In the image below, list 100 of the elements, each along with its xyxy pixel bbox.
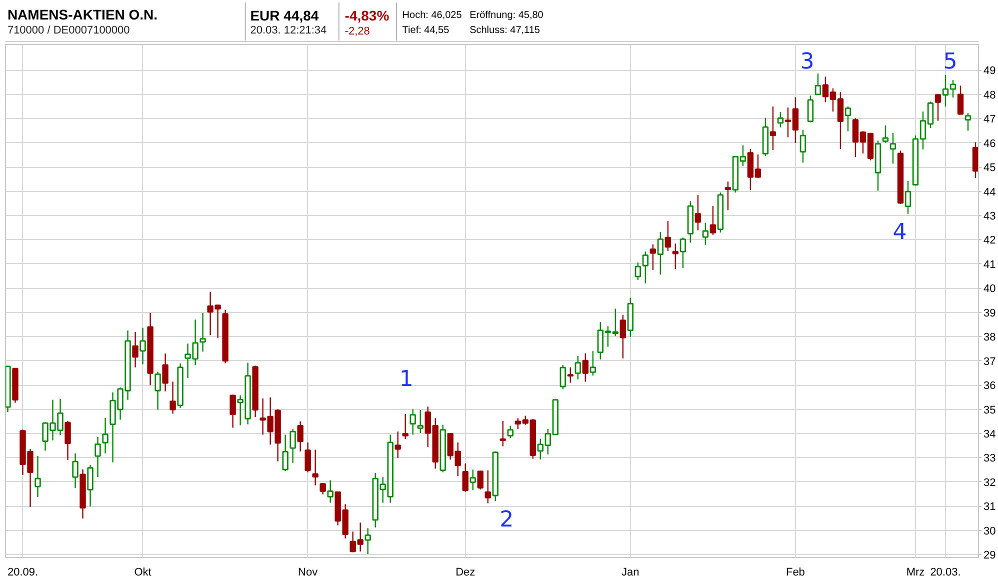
x-tick-label: 20.03. — [930, 566, 961, 578]
candlestick — [320, 482, 326, 495]
x-tick-label: Feb — [786, 566, 805, 578]
candlestick — [694, 194, 702, 231]
candlestick — [484, 470, 491, 504]
candlestick — [590, 350, 596, 376]
candlestick — [200, 312, 206, 352]
candlestick — [672, 242, 679, 270]
candlestick — [650, 244, 656, 271]
candlestick — [807, 95, 814, 123]
candlestick — [87, 464, 94, 507]
text: Tief: 44,55 — [402, 25, 450, 36]
candlestick — [957, 85, 964, 116]
x-tick-label: Dez — [456, 566, 476, 578]
y-tick-label: 35 — [984, 404, 996, 416]
text: Hoch: 46,025 — [402, 10, 462, 21]
candlestick — [282, 434, 288, 472]
candlestick — [162, 352, 168, 392]
y-tick-label: 29 — [984, 550, 996, 562]
candlestick — [710, 205, 716, 236]
candlestick — [34, 455, 41, 498]
candlestick — [724, 180, 732, 211]
annotation: 2 — [500, 508, 514, 532]
x-tick-label: 20.09. — [7, 566, 38, 578]
text: -4,83% — [344, 8, 390, 24]
candlestick — [507, 425, 514, 439]
y-tick-label: 46 — [984, 138, 996, 150]
x-tick-label: Okt — [134, 566, 152, 578]
candlestick — [882, 124, 889, 144]
candlestick — [642, 250, 649, 284]
y-tick-label: 47 — [984, 114, 996, 126]
text: Schluss: 47,115 — [470, 25, 540, 36]
y-tick-label: 33 — [984, 452, 996, 465]
candlestick — [972, 142, 978, 179]
annotation: 3 — [800, 49, 814, 74]
x-tick-label: Jan — [622, 566, 640, 578]
candlestick — [290, 428, 296, 464]
chart-title: NAMENS-AKTIEN O.N. — [7, 6, 158, 22]
y-tick-label: 38 — [984, 332, 996, 344]
candlestick — [582, 352, 588, 382]
candlestick — [304, 442, 311, 473]
candlestick — [844, 106, 852, 132]
y-tick-label: 43 — [984, 210, 996, 222]
x-tick-label: Mrz — [906, 566, 925, 578]
candlestick — [230, 394, 236, 428]
candlestick — [500, 420, 506, 447]
annotation: 5 — [943, 49, 958, 74]
candlestick — [664, 220, 672, 252]
candlestick — [634, 262, 642, 281]
candlestick — [567, 366, 574, 384]
y-tick-label: 37 — [984, 356, 996, 368]
y-tick-label: 39 — [984, 307, 996, 320]
candlestick — [800, 129, 806, 164]
x-tick-label: Nov — [298, 566, 318, 578]
y-tick-label: 42 — [984, 234, 996, 247]
text: Eröffnung: 45,80 — [470, 10, 544, 21]
y-tick-label: 36 — [984, 380, 996, 392]
y-tick-label: 30 — [984, 525, 996, 538]
chart-subtitle: 710000 / DE0007100000 — [7, 24, 130, 36]
candlestick — [94, 436, 101, 478]
candlestick — [417, 409, 424, 434]
candlestick — [394, 430, 401, 459]
candlestick — [890, 132, 896, 164]
y-tick-label: 34 — [984, 428, 996, 440]
text: 20.03. 12:21:34 — [250, 24, 327, 36]
y-tick-label: 45 — [984, 162, 996, 174]
candlestick — [777, 111, 784, 128]
candlestick — [574, 355, 581, 380]
y-tick-label: 41 — [984, 258, 996, 271]
candlestick — [140, 327, 146, 365]
candlestick — [154, 371, 161, 410]
candlestick — [770, 106, 776, 151]
y-tick-label: 40 — [984, 283, 996, 296]
candlestick — [560, 364, 566, 390]
annotation: 1 — [399, 366, 414, 392]
candlestick — [364, 528, 371, 555]
text: -2,28 — [344, 26, 370, 38]
candlestick — [934, 94, 942, 122]
candlestick — [297, 420, 304, 452]
candlestick — [72, 452, 78, 489]
candlestick — [402, 414, 408, 440]
candlestick — [904, 180, 912, 214]
candlestick — [462, 462, 468, 492]
candlestick — [64, 420, 71, 460]
candlestick — [620, 314, 626, 360]
y-tick-label: 31 — [984, 501, 996, 514]
y-tick-label: 49 — [984, 65, 996, 78]
candlestick — [102, 417, 108, 454]
text: EUR 44,84 — [250, 8, 319, 24]
candlestick — [657, 231, 664, 276]
candlestick — [170, 381, 176, 414]
y-tick-label: 48 — [984, 89, 996, 102]
candlestick — [702, 222, 709, 246]
candlestick — [410, 408, 416, 436]
candlestick — [680, 236, 686, 269]
candlestick — [470, 468, 476, 491]
y-tick-label: 44 — [984, 186, 996, 198]
candlestick — [312, 449, 318, 486]
candlestick — [132, 331, 138, 368]
candlestick — [477, 470, 484, 490]
